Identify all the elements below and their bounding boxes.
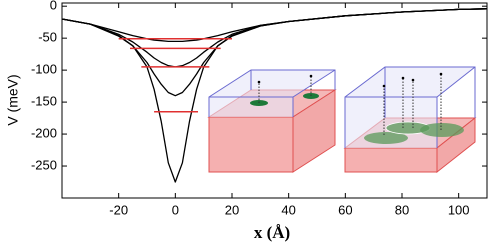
inset-box-1 [207,69,337,173]
plot-frame [61,2,488,199]
x-tick-label: 0 [172,202,179,217]
curve [61,8,488,183]
curve [61,8,488,43]
y-tick-label: -100 [31,62,57,77]
y-tick-label: -150 [31,94,57,109]
curves [61,8,488,183]
x-tick-label: 20 [225,202,239,217]
x-tick-label: -20 [109,202,128,217]
y-axis-label: V (meV) [5,74,21,125]
x-tick-label: 40 [281,202,295,217]
y-tick-label: -50 [38,30,57,45]
x-tick-label: 100 [448,202,470,217]
x-tick-label: 60 [338,202,352,217]
inset-box-2 [343,66,477,174]
y-tick-label: -200 [31,126,57,141]
y-tick-label: -250 [31,157,57,172]
x-axis-label: x (Å) [254,223,290,242]
x-tick-label: 80 [395,202,409,217]
curve [61,8,488,68]
y-tick-label: 0 [50,0,57,13]
